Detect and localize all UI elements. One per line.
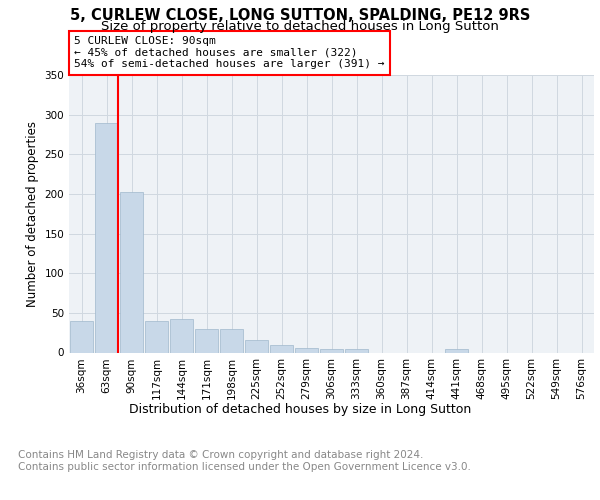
Bar — [145, 321, 168, 352]
Bar — [220, 328, 243, 352]
Bar — [245, 340, 268, 352]
Bar — [295, 348, 318, 352]
Text: Contains HM Land Registry data © Crown copyright and database right 2024.
Contai: Contains HM Land Registry data © Crown c… — [18, 450, 471, 471]
Text: 5 CURLEW CLOSE: 90sqm
← 45% of detached houses are smaller (322)
54% of semi-det: 5 CURLEW CLOSE: 90sqm ← 45% of detached … — [74, 36, 385, 70]
Bar — [95, 122, 118, 352]
Bar — [120, 192, 143, 352]
Text: Size of property relative to detached houses in Long Sutton: Size of property relative to detached ho… — [101, 20, 499, 33]
Bar — [270, 346, 293, 352]
Bar — [445, 350, 468, 352]
Bar — [195, 328, 218, 352]
Bar — [345, 348, 368, 352]
Bar — [320, 348, 343, 352]
Y-axis label: Number of detached properties: Number of detached properties — [26, 120, 39, 306]
Text: 5, CURLEW CLOSE, LONG SUTTON, SPALDING, PE12 9RS: 5, CURLEW CLOSE, LONG SUTTON, SPALDING, … — [70, 8, 530, 22]
Text: Distribution of detached houses by size in Long Sutton: Distribution of detached houses by size … — [129, 402, 471, 415]
Bar — [70, 321, 93, 352]
Bar — [170, 319, 193, 352]
